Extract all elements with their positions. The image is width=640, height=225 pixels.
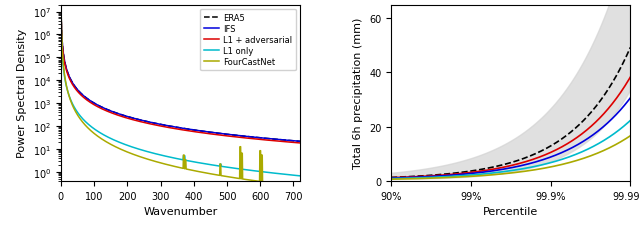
IFS	[207, 131, 215, 134]
L1 + adversarial	[58, 15, 65, 18]
L1 only	[61, 81, 69, 84]
L1 + adversarial	[86, 101, 94, 104]
ERA5	[86, 100, 94, 102]
FourCastNet	[58, 9, 65, 12]
L1 only	[207, 164, 215, 166]
FourCastNet	[296, 185, 304, 188]
Line: FourCastNet: FourCastNet	[61, 11, 300, 187]
IFS	[61, 64, 69, 67]
ERA5	[207, 131, 215, 134]
ERA5	[58, 13, 65, 16]
Y-axis label: Total 6h precipitation (mm): Total 6h precipitation (mm)	[353, 18, 364, 169]
FourCastNet	[86, 129, 94, 132]
FourCastNet	[61, 80, 69, 83]
IFS	[86, 100, 94, 102]
Y-axis label: Power Spectral Density: Power Spectral Density	[17, 29, 27, 158]
Line: L1 only: L1 only	[61, 20, 300, 176]
IFS	[214, 132, 222, 135]
X-axis label: Wavenumber: Wavenumber	[143, 206, 218, 216]
L1 only	[86, 125, 94, 128]
FourCastNet	[123, 151, 131, 153]
L1 only	[58, 18, 65, 21]
L1 + adversarial	[61, 66, 69, 69]
IFS	[123, 115, 131, 118]
L1 + adversarial	[296, 142, 304, 145]
FourCastNet	[207, 173, 215, 176]
ERA5	[296, 140, 304, 143]
FourCastNet	[111, 145, 118, 148]
L1 + adversarial	[214, 134, 222, 137]
ERA5	[123, 115, 131, 118]
ERA5	[111, 111, 118, 114]
L1 only	[123, 144, 131, 147]
ERA5	[61, 64, 69, 67]
ERA5	[214, 132, 222, 135]
Line: ERA5: ERA5	[61, 15, 300, 142]
L1 only	[296, 175, 304, 178]
FourCastNet	[214, 174, 222, 177]
IFS	[58, 13, 65, 16]
Line: L1 + adversarial: L1 + adversarial	[61, 16, 300, 143]
L1 + adversarial	[111, 113, 118, 116]
X-axis label: Percentile: Percentile	[483, 206, 538, 216]
L1 + adversarial	[123, 117, 131, 120]
IFS	[111, 111, 118, 114]
IFS	[296, 140, 304, 143]
L1 only	[111, 139, 118, 142]
Legend: ERA5, IFS, L1 + adversarial, L1 only, FourCastNet: ERA5, IFS, L1 + adversarial, L1 only, Fo…	[200, 10, 296, 71]
L1 + adversarial	[207, 133, 215, 136]
L1 only	[214, 165, 222, 167]
Line: IFS: IFS	[61, 15, 300, 142]
